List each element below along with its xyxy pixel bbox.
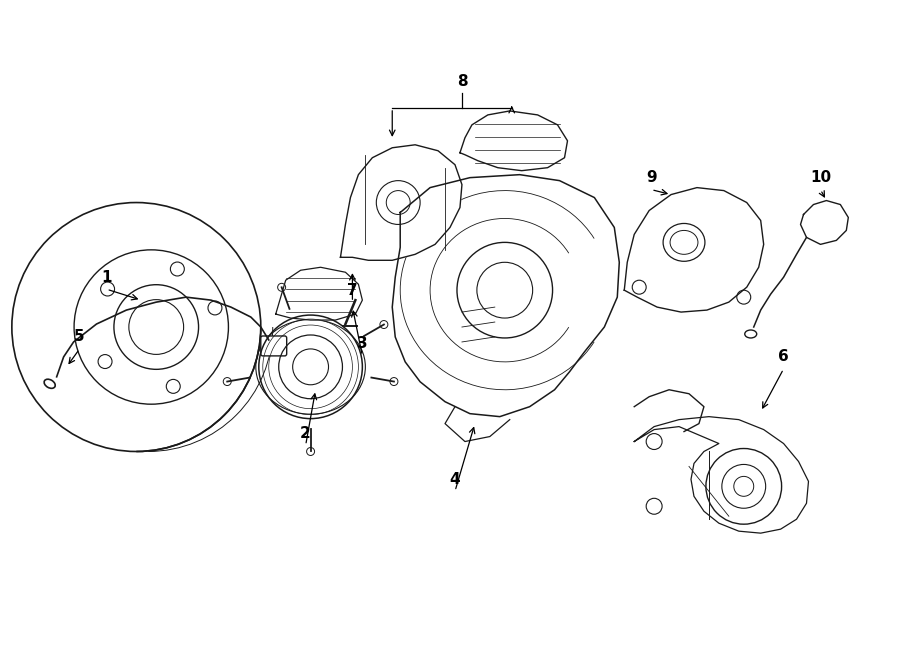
Text: 9: 9 [646, 170, 656, 185]
Text: 1: 1 [101, 269, 112, 285]
Polygon shape [340, 145, 462, 260]
Text: 2: 2 [301, 426, 311, 441]
Polygon shape [460, 111, 568, 171]
Polygon shape [275, 267, 363, 320]
Text: 7: 7 [347, 283, 357, 298]
Polygon shape [634, 416, 808, 533]
Text: 5: 5 [74, 330, 85, 344]
Text: 6: 6 [778, 350, 789, 364]
Text: 8: 8 [456, 73, 467, 89]
Polygon shape [800, 201, 849, 244]
Text: 3: 3 [357, 336, 368, 352]
Text: 4: 4 [450, 472, 460, 487]
FancyBboxPatch shape [261, 336, 287, 356]
Text: 10: 10 [810, 170, 831, 185]
Polygon shape [625, 187, 764, 312]
